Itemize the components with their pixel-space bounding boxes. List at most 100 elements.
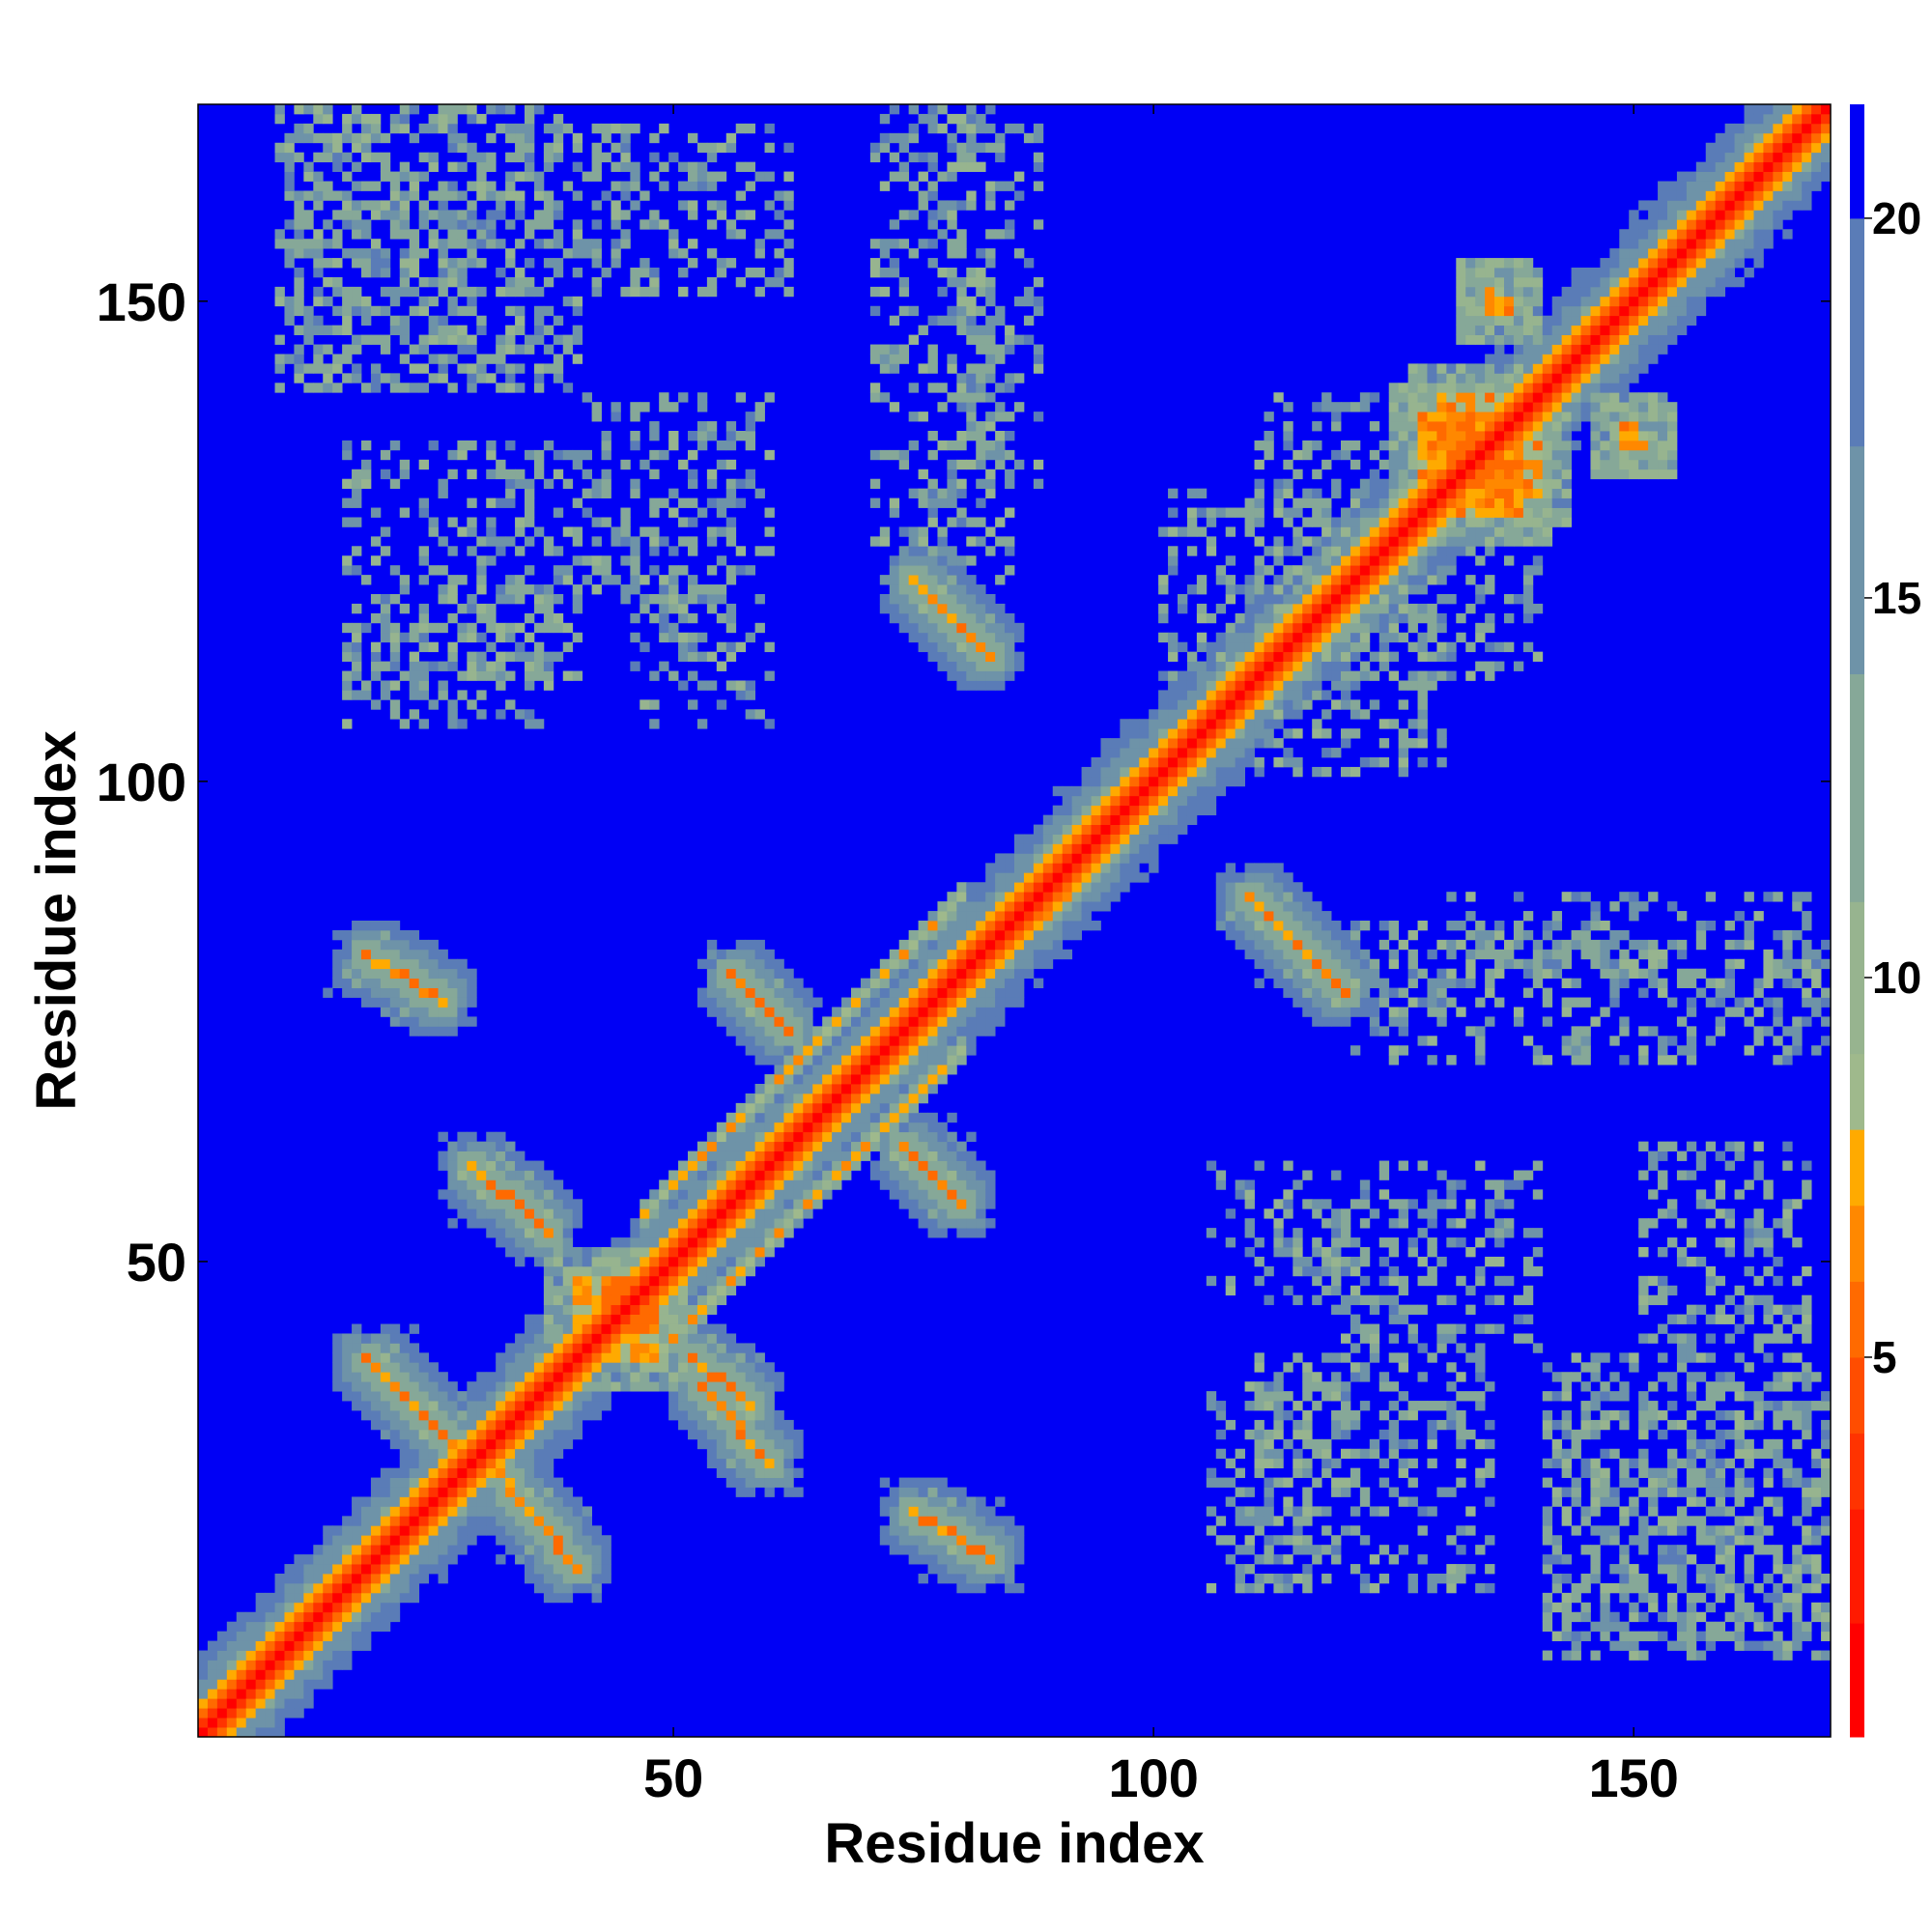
- heatmap-cell: [1254, 632, 1264, 643]
- heatmap-cell: [956, 1208, 967, 1219]
- heatmap-cell: [389, 1525, 401, 1536]
- heatmap-cell: [1178, 709, 1188, 720]
- heatmap-cell: [889, 1496, 900, 1507]
- heatmap-cell: [688, 1343, 698, 1353]
- heatmap-cell: [1033, 181, 1044, 191]
- heatmap-cell: [399, 1362, 411, 1373]
- heatmap-cell: [399, 334, 411, 345]
- heatmap-cell: [515, 575, 526, 585]
- heatmap-cell: [832, 1160, 842, 1171]
- heatmap-cell: [995, 603, 1006, 614]
- heatmap-cell: [476, 286, 487, 298]
- heatmap-cell: [457, 1467, 468, 1478]
- heatmap-cell: [1273, 719, 1284, 729]
- heatmap-cell: [1005, 565, 1015, 576]
- heatmap-cell: [572, 1372, 583, 1382]
- heatmap-cell: [553, 239, 564, 249]
- heatmap-cell: [467, 1208, 477, 1219]
- heatmap-cell: [937, 612, 948, 624]
- heatmap-cell: [1149, 853, 1159, 864]
- heatmap-cell: [409, 1016, 420, 1027]
- heatmap-cell: [1273, 892, 1284, 902]
- heatmap-cell: [1023, 968, 1035, 980]
- heatmap-cell: [995, 872, 1006, 883]
- heatmap-cell: [562, 1333, 574, 1344]
- heatmap-cell: [1129, 757, 1140, 768]
- heatmap-cell: [447, 641, 458, 653]
- heatmap-cell: [985, 181, 996, 191]
- heatmap-cell: [265, 1621, 275, 1633]
- heatmap-cell: [764, 1151, 775, 1161]
- heatmap-cell: [294, 1698, 304, 1709]
- heatmap-cell: [486, 1179, 497, 1190]
- heatmap-cell: [1264, 584, 1274, 595]
- heatmap-cell: [274, 1602, 285, 1613]
- heatmap-cell: [745, 1199, 755, 1209]
- heatmap-cell: [985, 641, 996, 653]
- heatmap-cell: [956, 901, 967, 912]
- heatmap-cell: [927, 1026, 938, 1037]
- heatmap-cell: [696, 1218, 708, 1229]
- heatmap-cell: [774, 1458, 784, 1469]
- heatmap-cell: [370, 1602, 382, 1613]
- heatmap-cell: [995, 997, 1006, 1008]
- heatmap-cell: [898, 612, 910, 624]
- heatmap-cell: [553, 449, 564, 461]
- heatmap-cell: [764, 1438, 775, 1450]
- heatmap-cell: [467, 1525, 477, 1536]
- heatmap-cell: [869, 1045, 881, 1056]
- heatmap-cell: [294, 373, 304, 384]
- heatmap-cell: [985, 622, 996, 634]
- heatmap-cell: [764, 507, 775, 518]
- heatmap-cell: [467, 1016, 477, 1027]
- heatmap-cell: [649, 546, 660, 556]
- heatmap-cell: [1071, 814, 1082, 825]
- heatmap-cell: [428, 1429, 439, 1440]
- heatmap-cell: [793, 1151, 804, 1161]
- heatmap-cell: [361, 1343, 372, 1353]
- heatmap-cell: [764, 1362, 775, 1373]
- heatmap-cell: [630, 1304, 640, 1315]
- heatmap-cell: [659, 1314, 669, 1324]
- heatmap-cell: [525, 258, 535, 269]
- heatmap-cell: [879, 575, 891, 585]
- heatmap-cell: [976, 1179, 986, 1190]
- heatmap-cell: [525, 1438, 535, 1450]
- heatmap-cell: [303, 1564, 314, 1575]
- heatmap-cell: [496, 594, 506, 605]
- heatmap-cell: [1254, 1467, 1264, 1478]
- heatmap-cell: [879, 1496, 891, 1507]
- heatmap-cell: [1023, 911, 1035, 922]
- heatmap-cell: [918, 1199, 928, 1209]
- heatmap-cell: [409, 1448, 420, 1460]
- heatmap-cell: [428, 276, 439, 288]
- heatmap-cell: [1033, 949, 1044, 960]
- heatmap-cell: [947, 478, 957, 490]
- heatmap-cell: [754, 171, 765, 182]
- heatmap-cell: [1168, 488, 1179, 498]
- heatmap-cell: [889, 1141, 900, 1151]
- heatmap-cell: [649, 1362, 660, 1373]
- heatmap-cell: [352, 305, 362, 317]
- heatmap-cell: [582, 1535, 592, 1546]
- heatmap-cell: [457, 219, 468, 230]
- heatmap-cell: [1110, 748, 1121, 758]
- heatmap-cell: [533, 1574, 545, 1584]
- heatmap-cell: [352, 1554, 362, 1565]
- heatmap-cell: [1215, 565, 1227, 576]
- heatmap-cell: [1178, 680, 1188, 691]
- heatmap-cell: [1178, 785, 1188, 797]
- heatmap-cell: [611, 526, 621, 537]
- heatmap-cell: [995, 1016, 1006, 1027]
- heatmap-cell: [447, 987, 458, 998]
- heatmap-cell: [447, 1170, 458, 1180]
- heatmap-cell: [1273, 872, 1284, 883]
- heatmap-cell: [418, 1372, 429, 1382]
- heatmap-cell: [245, 1660, 257, 1670]
- heatmap-cell: [869, 268, 881, 278]
- heatmap-cell: [937, 901, 948, 912]
- heatmap-cell: [706, 1007, 718, 1017]
- heatmap-cell: [678, 603, 689, 614]
- heatmap-cell: [908, 152, 919, 163]
- heatmap-cell: [745, 958, 755, 970]
